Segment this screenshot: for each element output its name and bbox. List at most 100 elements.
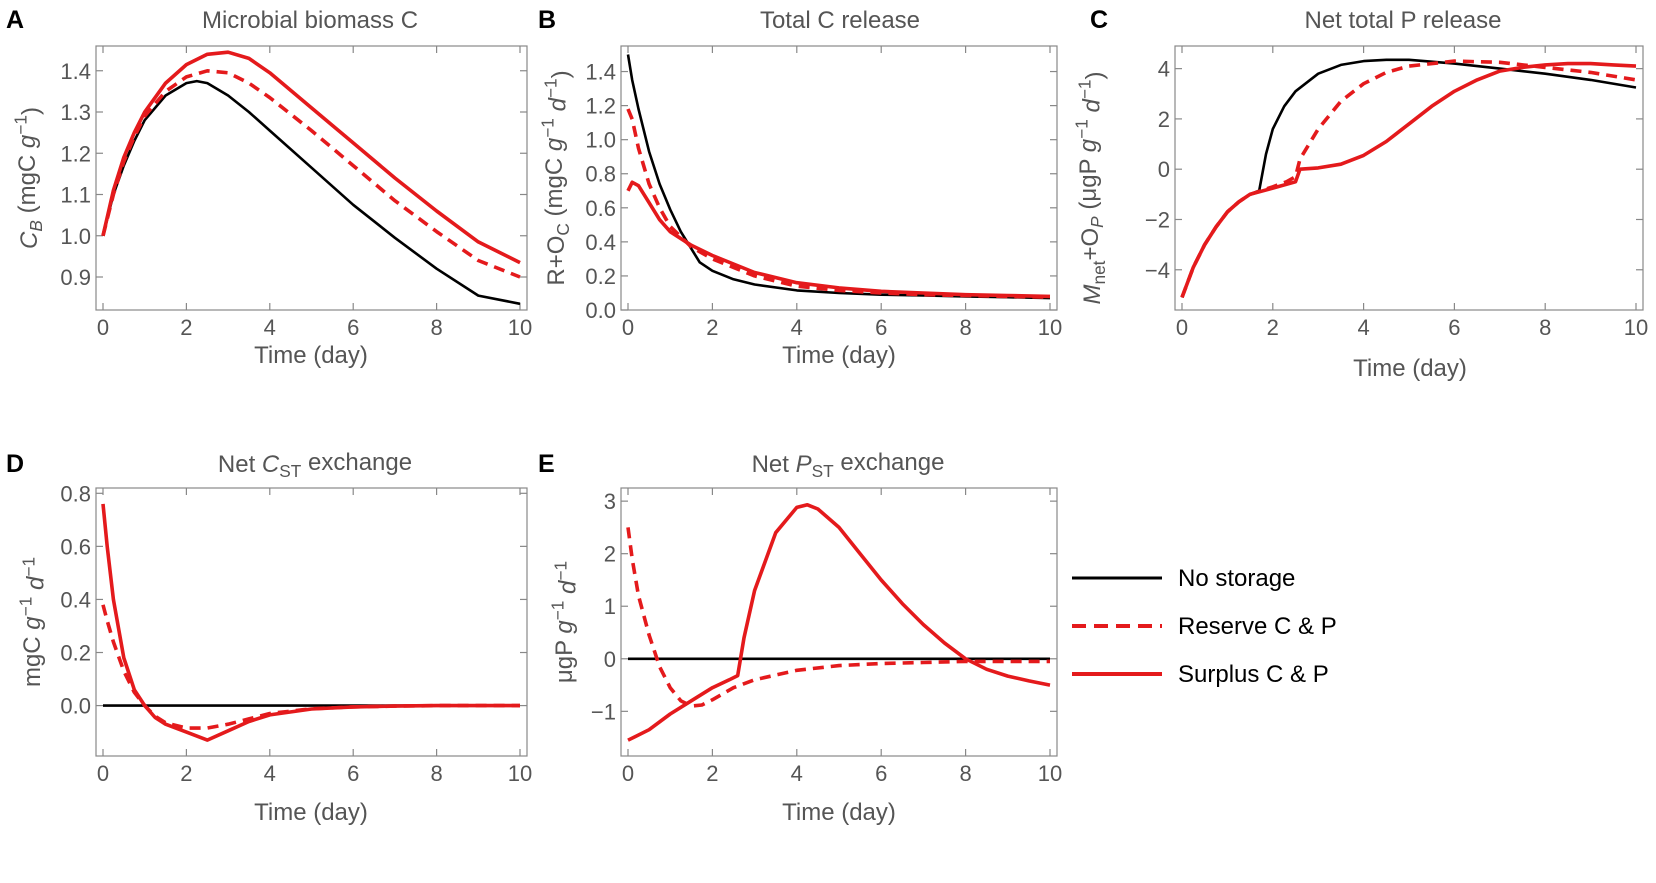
panel-b-ylabel: R+OC​ (mgC g−1​ d−1​) bbox=[537, 70, 574, 285]
panel-e-series-surplus bbox=[627, 503, 1051, 742]
panel-letter-c: C bbox=[1090, 6, 1108, 34]
panel-a-ytick-label: 1.0 bbox=[60, 224, 91, 249]
panel-d-title: Net CST​ exchange bbox=[218, 449, 412, 481]
panel-a-xtick-label: 4 bbox=[264, 315, 276, 340]
panel-e-xtick-label: 4 bbox=[791, 761, 803, 786]
panel-d-series-surplus bbox=[101, 503, 520, 742]
panel-e-series-reserve bbox=[626, 527, 1050, 708]
panel-b: B Total C release 0 2 4 6 8 10 0.0 0.2 0.4 0.6 0.8… bbox=[537, 6, 1062, 369]
panel-e-ytick-label: 2 bbox=[604, 542, 616, 567]
panel-c-xtick-label: 10 bbox=[1624, 315, 1648, 340]
panel-b-series-reserve bbox=[626, 108, 1051, 299]
panel-b-ticks: 0 2 4 6 8 10 0.0 0.2 0.4 0.6 0.8 1.0 1.2 1.4 bbox=[585, 46, 1062, 340]
panel-d-ytick-label: 0.8 bbox=[60, 481, 91, 506]
panel-b-ytick-label: 0.8 bbox=[585, 162, 616, 187]
panel-c-ytick-label: −2 bbox=[1145, 207, 1170, 232]
panel-b-ytick-label: 0.4 bbox=[585, 230, 616, 255]
legend-label-reserve: Reserve C & P bbox=[1178, 613, 1337, 640]
panel-a-xtick-label: 0 bbox=[97, 315, 109, 340]
panel-d-xtick-label: 2 bbox=[180, 761, 192, 786]
panel-e-ylabel: μgP g−1​ d−1​ bbox=[547, 561, 581, 683]
panel-b-ytick-label: 1.4 bbox=[585, 60, 616, 85]
panel-a-series bbox=[101, 50, 521, 306]
panel-e-xlabel: Time (day) bbox=[782, 799, 896, 826]
panel-a-plot-frame bbox=[95, 45, 528, 311]
panel-a-series-reserve bbox=[101, 69, 521, 279]
panel-b-series-surplus bbox=[626, 180, 1051, 299]
panel-e-ticks: 0 2 4 6 8 10 −1 0 1 2 3 bbox=[591, 488, 1062, 786]
panel-a-series-no-storage bbox=[101, 79, 521, 306]
panel-d-xlabel: Time (day) bbox=[254, 799, 368, 826]
panel-a-ytick-label: 1.4 bbox=[60, 59, 91, 84]
panel-a-title: Microbial biomass C bbox=[202, 7, 418, 34]
panel-d-xtick-label: 10 bbox=[508, 761, 532, 786]
legend-label-surplus: Surplus C & P bbox=[1178, 661, 1329, 688]
panel-c-xtick-label: 4 bbox=[1357, 315, 1369, 340]
panel-b-ytick-label: 0.0 bbox=[585, 298, 616, 323]
panel-e-ytick-label: 3 bbox=[604, 489, 616, 514]
panel-a-ticks: 0 2 4 6 8 10 0.9 1.0 1.1 1.2 1.3 1.4 bbox=[60, 46, 532, 340]
panel-d-xtick-label: 6 bbox=[347, 761, 359, 786]
panel-c-xtick-label: 2 bbox=[1267, 315, 1279, 340]
panel-c-ytick-label: 4 bbox=[1158, 57, 1170, 82]
panel-b-series bbox=[626, 54, 1051, 300]
panel-c-ylabel: Mnet​+OP​ (μgP g−1​ d−1​) bbox=[1071, 71, 1109, 304]
panel-c-series-surplus bbox=[1180, 61, 1637, 299]
panel-b-xtick-label: 0 bbox=[622, 315, 634, 340]
panel-e-xtick-label: 6 bbox=[875, 761, 887, 786]
panel-b-title: Total C release bbox=[760, 7, 920, 34]
panel-b-ytick-label: 1.0 bbox=[585, 128, 616, 153]
panel-b-xtick-label: 6 bbox=[875, 315, 887, 340]
panel-c-series-no-storage bbox=[1180, 58, 1637, 298]
panel-e-plot-frame bbox=[620, 487, 1058, 757]
panel-b-ytick-label: 0.2 bbox=[585, 264, 616, 289]
panel-c-xtick-label: 8 bbox=[1539, 315, 1551, 340]
panel-b-xlabel: Time (day) bbox=[782, 342, 896, 369]
panel-d-xtick-label: 4 bbox=[264, 761, 276, 786]
panel-b-xtick-label: 10 bbox=[1038, 315, 1062, 340]
panel-e-xtick-label: 0 bbox=[622, 761, 634, 786]
panel-a-ytick-label: 1.1 bbox=[60, 183, 91, 208]
panel-a-xlabel: Time (day) bbox=[254, 342, 368, 369]
panel-d-ytick-label: 0.0 bbox=[60, 694, 91, 719]
panel-d: D Net CST​ exchange 02468100.00.20.40.60… bbox=[6, 449, 532, 826]
panel-d-xtick-label: 8 bbox=[430, 761, 442, 786]
panel-a-series-surplus bbox=[101, 50, 521, 265]
panel-letter-e: E bbox=[538, 450, 555, 478]
panel-c-ticks: 0 2 4 6 8 10 −4 −2 0 2 4 bbox=[1145, 46, 1648, 340]
panel-a-ytick-label: 1.2 bbox=[60, 141, 91, 166]
panel-d-plot-frame bbox=[95, 487, 528, 757]
panel-b-xtick-label: 4 bbox=[791, 315, 803, 340]
panel-b-series-no-storage bbox=[626, 54, 1051, 300]
panel-a-xtick-label: 6 bbox=[347, 315, 359, 340]
legend-label-no-storage: No storage bbox=[1178, 565, 1295, 592]
legend: No storage Reserve C & P Surplus C & P bbox=[1072, 565, 1337, 688]
panel-d-ytick-label: 0.6 bbox=[60, 534, 91, 559]
panel-a-xtick-label: 10 bbox=[508, 315, 532, 340]
panel-c: C Net total P release 0 2 4 6 8 10 −4 −2 0 2 4 Tim… bbox=[1071, 6, 1648, 382]
panel-e-series bbox=[626, 503, 1051, 742]
panel-e-title: Net PST​ exchange bbox=[752, 449, 945, 481]
panel-a-xtick-label: 2 bbox=[180, 315, 192, 340]
panel-b-xtick-label: 2 bbox=[706, 315, 718, 340]
panel-letter-a: A bbox=[6, 6, 24, 34]
panel-c-title: Net total P release bbox=[1304, 7, 1501, 34]
panel-c-ytick-label: −4 bbox=[1145, 258, 1170, 283]
panel-c-plot-frame bbox=[1174, 45, 1644, 311]
panel-c-series bbox=[1180, 58, 1637, 299]
panel-c-ytick-label: 0 bbox=[1158, 157, 1170, 182]
panel-d-xtick-label: 0 bbox=[97, 761, 109, 786]
panel-a-xtick-label: 8 bbox=[430, 315, 442, 340]
panel-d-ylabel: mgC g−1​ d−1​ bbox=[15, 557, 49, 687]
panel-a: A Microbial biomass C 0 2 4 6 8 10 0.9 1.0 1.1 1.… bbox=[6, 6, 532, 369]
panel-e-ytick-label: −1 bbox=[591, 699, 616, 724]
panel-e: E Net PST​ exchange 0 2 4 6 8 10 −1 0 1 2 3 Time (… bbox=[538, 449, 1062, 826]
panel-c-xtick-label: 6 bbox=[1448, 315, 1460, 340]
panel-e-xtick-label: 8 bbox=[959, 761, 971, 786]
panel-c-ytick-label: 2 bbox=[1158, 107, 1170, 132]
panel-e-ytick-label: 0 bbox=[604, 647, 616, 672]
panel-letter-b: B bbox=[538, 6, 556, 34]
panel-letter-d: D bbox=[6, 450, 24, 478]
panel-a-ytick-label: 0.9 bbox=[60, 265, 91, 290]
